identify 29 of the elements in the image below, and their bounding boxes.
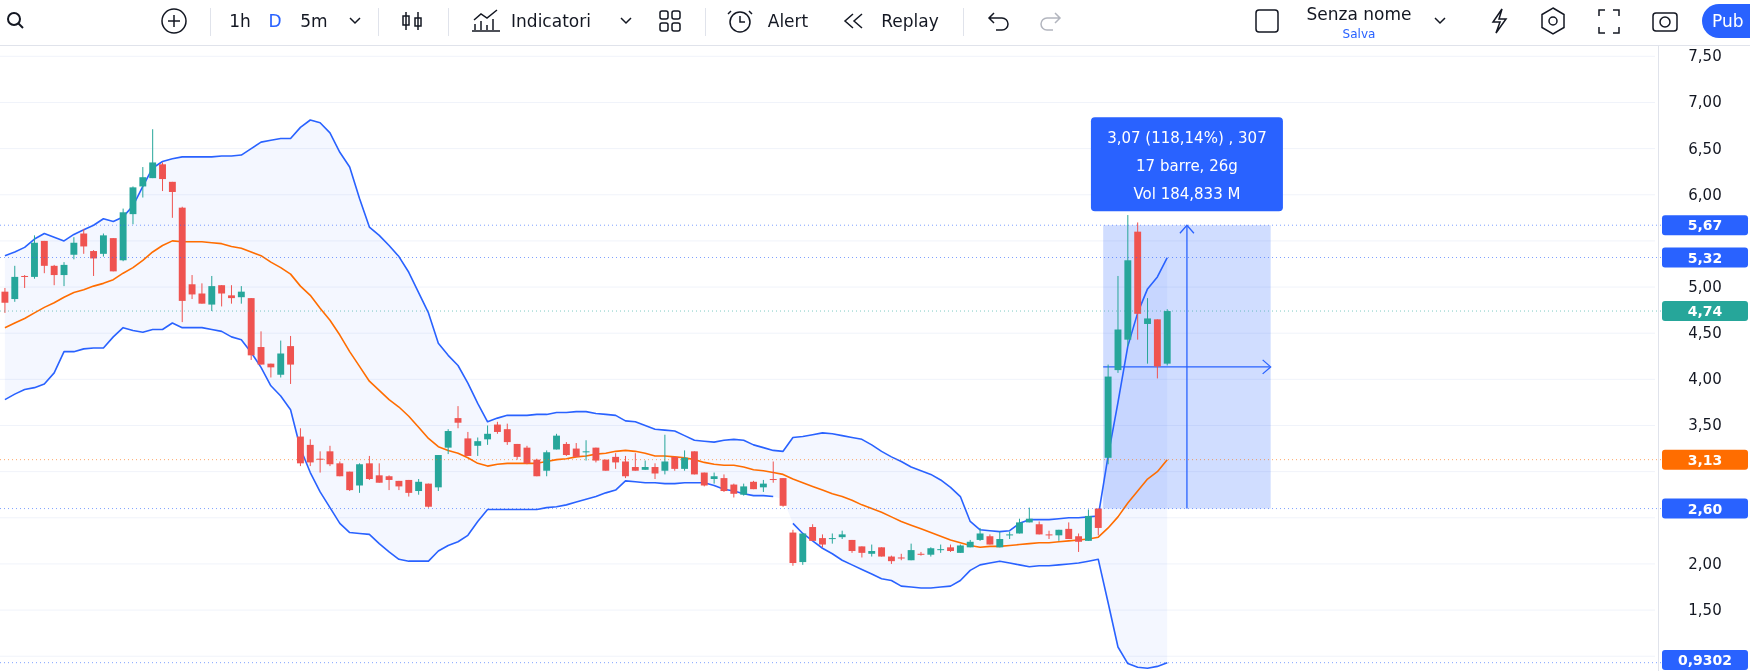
line-series — [4, 240, 1169, 549]
y-tick-label: 5,00 — [1688, 278, 1722, 297]
text: Replay — [881, 11, 939, 31]
y-tick-label: 6,00 — [1688, 185, 1722, 204]
ref-line-label: 4,74 — [1687, 303, 1723, 320]
ref-line-label: 0,9302 — [1677, 652, 1733, 668]
y-tick-label: 1,50 — [1688, 601, 1722, 620]
text: 5m — [300, 11, 328, 31]
ref-line-label: 3,13 — [1687, 451, 1723, 468]
y-tick-label: 4,00 — [1688, 370, 1722, 389]
text: Salva — [1342, 27, 1376, 41]
y-tick-label: 3,50 — [1688, 416, 1722, 435]
text: 1h — [229, 11, 251, 31]
annotation: 17 barre, 26g — [1136, 157, 1238, 176]
y-tick-label: 4,50 — [1688, 324, 1722, 343]
annotation: Vol 184,833 M — [1133, 185, 1241, 204]
text: Alert — [767, 11, 809, 31]
text: Indicatori — [511, 11, 591, 31]
text: D — [268, 11, 282, 31]
y-tick-label: 6,50 — [1688, 139, 1722, 158]
y-tick-label: 2,00 — [1688, 554, 1722, 573]
text: Senza nome — [1306, 4, 1412, 24]
ref-line-label: 5,32 — [1687, 249, 1723, 266]
text: Pub — [1712, 11, 1744, 31]
y-tick-label: 7,50 — [1688, 47, 1722, 66]
ref-line-label: 2,60 — [1687, 500, 1723, 517]
y-tick-label: 7,00 — [1688, 93, 1722, 112]
annotation: 3,07 (118,14%) , 307 — [1107, 129, 1267, 148]
ref-line-label: 5,67 — [1687, 217, 1723, 234]
